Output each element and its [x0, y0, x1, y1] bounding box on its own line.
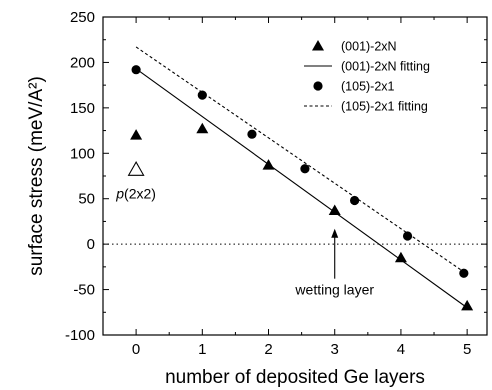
p2x2-label: p(2x2) [115, 186, 156, 202]
x-axis-title: number of deposited Ge layers [165, 367, 425, 388]
y-ticks: -100 -50 0 50 100 150 200 250 [65, 9, 487, 344]
legend: (001)-2xN (001)-2xN fitting (105)-2x1 (105)… [304, 40, 430, 114]
y-tick-label: 250 [70, 9, 95, 26]
series-layer [130, 46, 474, 311]
x-tick-label: 1 [198, 341, 206, 358]
legend-circle-swatch [313, 81, 323, 91]
x-tick-label: 5 [463, 341, 471, 358]
series-2 [131, 65, 469, 278]
annotations: wetting layer [294, 228, 374, 298]
data-point [402, 231, 413, 241]
y-tick-label: -100 [65, 327, 95, 344]
annotation-arrowhead [331, 228, 339, 238]
x-tick-label: 2 [264, 341, 272, 358]
data-point [131, 65, 141, 75]
y-tick-label: 100 [70, 145, 95, 162]
y-tick-label: 50 [78, 191, 95, 208]
x-tick-label: 0 [132, 341, 140, 358]
legend-label: (001)-2xN [341, 40, 397, 54]
data-point [461, 299, 474, 311]
y-tick-label: 0 [87, 236, 95, 253]
data-point [394, 251, 407, 263]
legend-item: (105)-2x1 fitting [304, 100, 428, 114]
data-point [130, 129, 143, 140]
data-point [197, 90, 207, 100]
x-tick-label: 4 [397, 341, 405, 358]
x-tick-label: 3 [331, 341, 339, 358]
legend-label: (105)-2x1 [341, 80, 395, 94]
legend-item: (105)-2x1 [313, 80, 395, 94]
legend-item: (001)-2xN fitting [304, 60, 430, 74]
data-point [349, 195, 360, 206]
y-tick-label: -50 [73, 282, 95, 299]
legend-label: (105)-2x1 fitting [341, 100, 428, 114]
legend-item: (001)-2xN [312, 40, 397, 54]
y-tick-label: 150 [70, 100, 95, 117]
p2x2-point [127, 161, 145, 176]
y-axis-title: surface stress (meV/A²) [26, 76, 47, 276]
x-ticks: 0 1 2 3 4 5 [132, 17, 471, 358]
data-point [196, 122, 209, 134]
data-point [247, 129, 257, 139]
plot-frame [102, 16, 488, 336]
fit-line [135, 46, 468, 275]
series-3 [135, 46, 468, 275]
legend-triangle-swatch [312, 40, 324, 51]
legend-label: (001)-2xN fitting [341, 60, 430, 74]
series-1 [135, 68, 468, 309]
data-point [459, 268, 469, 278]
fit-line [135, 68, 468, 309]
data-point [328, 204, 341, 216]
extra-points: p(2x2) [115, 161, 156, 202]
data-point [300, 164, 310, 174]
y-tick-label: 200 [70, 54, 95, 71]
annotation-label: wetting layer [294, 282, 374, 298]
series-0 [130, 122, 474, 311]
